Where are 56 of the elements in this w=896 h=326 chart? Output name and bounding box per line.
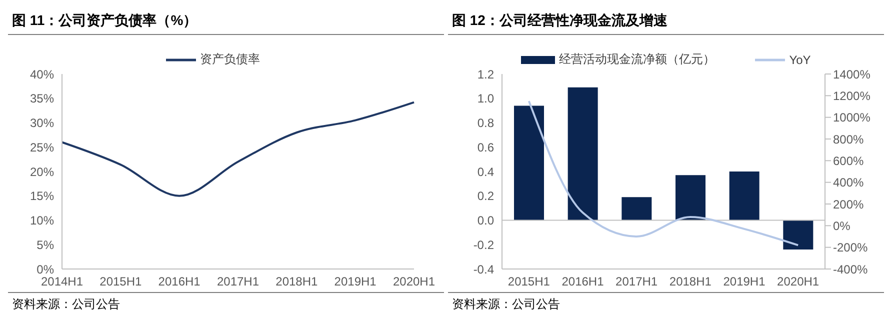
x-tick-label: 2014H1: [40, 274, 84, 289]
x-tick-label: 2016H1: [562, 274, 604, 289]
y2-tick-label: 0%: [833, 218, 851, 233]
y-tick-label: 0.4: [477, 164, 494, 179]
y-tick-label: 30%: [30, 116, 54, 130]
x-tick-label: 2015H1: [508, 274, 550, 289]
y-tick-label: 0.2: [477, 189, 494, 204]
y-tick-label: 0.0: [477, 214, 494, 228]
text: 资料来源：公司公告: [452, 297, 560, 311]
y-tick-label: 5%: [36, 238, 54, 252]
y2-tick-label: 800%: [833, 132, 864, 146]
y-tick-label: 0.6: [477, 140, 494, 154]
y2-tick-label: 200%: [833, 197, 864, 212]
y-tick-label: 0.8: [477, 116, 494, 130]
y-tick-label: 1.0: [477, 92, 494, 106]
y2-tick-label: -200%: [833, 240, 868, 255]
y2-tick-label: 1000%: [833, 110, 871, 125]
bar: [622, 197, 652, 220]
legend-label: 资产负债率: [200, 51, 260, 68]
y-tick-label: -0.4: [473, 262, 494, 276]
y-tick-label: 20%: [30, 164, 54, 179]
y-tick-label: 35%: [30, 92, 54, 106]
chart-title: 图 11：公司资产负债率（%）: [8, 8, 444, 35]
text: 资料来源：公司公告: [12, 297, 120, 311]
legend-label: 经营活动现金流净额（亿元）: [559, 51, 716, 68]
x-tick-label: 2019H1: [723, 274, 766, 289]
y2-tick-label: 400%: [833, 176, 864, 190]
x-tick-label: 2015H1: [100, 274, 142, 289]
y-tick-label: 10%: [30, 214, 54, 228]
bar: [568, 87, 598, 220]
y-tick-label: 15%: [30, 189, 54, 204]
x-tick-label: 2020H1: [777, 274, 820, 289]
y2-tick-label: 1400%: [833, 67, 871, 82]
y-tick-label: 25%: [30, 140, 54, 154]
y2-tick-label: -400%: [833, 262, 868, 276]
legend-label: YoY: [789, 52, 811, 66]
x-tick-label: 2017H1: [616, 274, 658, 289]
bar: [676, 175, 706, 220]
y2-tick-label: 600%: [833, 154, 864, 168]
chart-title: 图 12：公司经营性净现金流及增速: [448, 8, 884, 35]
bar: [729, 172, 760, 220]
line-series: [528, 100, 800, 246]
line-series: [61, 101, 415, 197]
y-tick-label: 40%: [30, 67, 54, 82]
bar: [514, 106, 544, 220]
y2-tick-label: 1200%: [833, 88, 871, 103]
x-tick-label: 2020H1: [392, 274, 436, 289]
x-tick-label: 2019H1: [334, 274, 377, 289]
x-tick-label: 2017H1: [216, 274, 260, 289]
x-tick-label: 2018H1: [276, 274, 318, 289]
y-tick-label: 1.2: [477, 67, 494, 82]
bar: [783, 220, 814, 250]
x-tick-label: 2018H1: [669, 274, 712, 289]
y-tick-label: -0.2: [473, 238, 494, 252]
x-tick-label: 2016H1: [158, 274, 201, 289]
y-tick-label: 0%: [36, 262, 54, 276]
